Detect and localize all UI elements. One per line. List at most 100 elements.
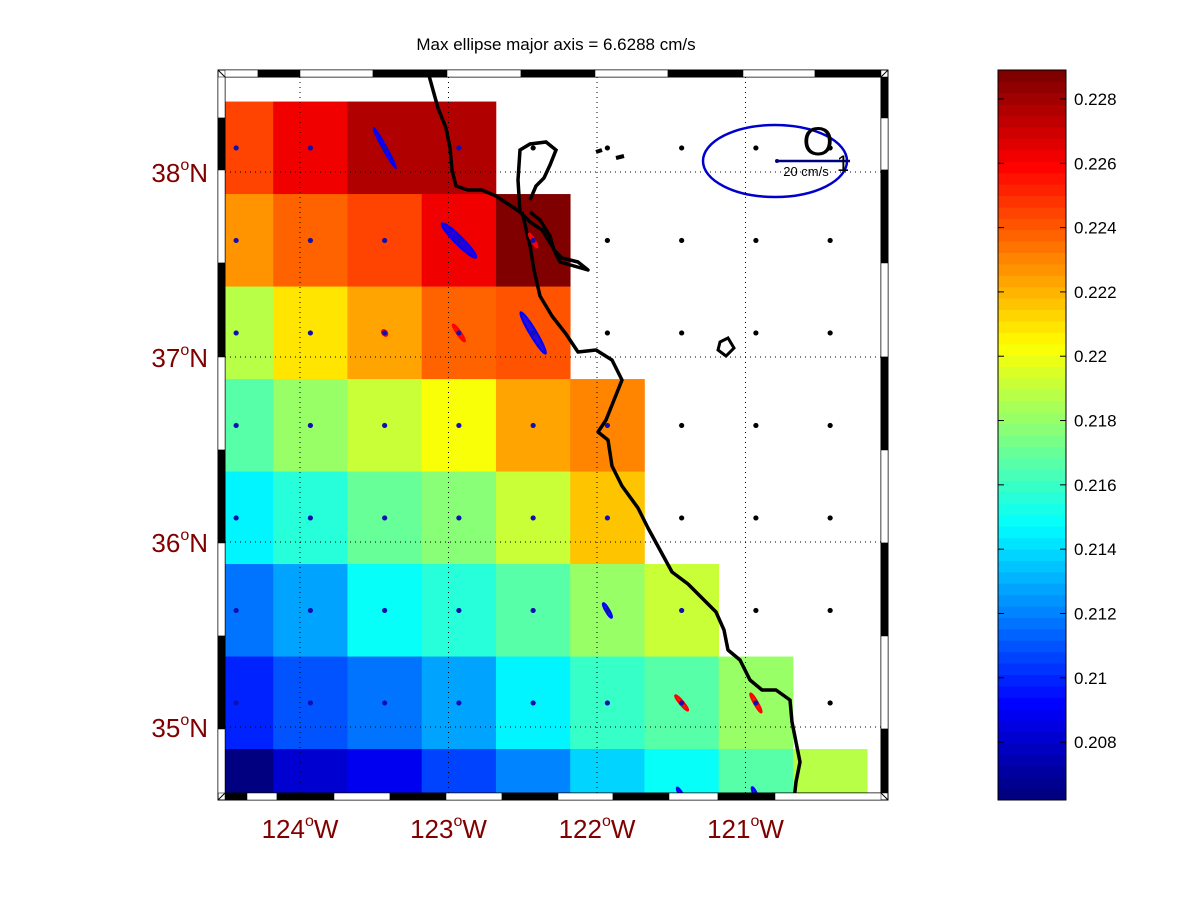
grid-point xyxy=(753,330,759,336)
coastline-path xyxy=(427,77,802,793)
colorbar-tick-label: 0.212 xyxy=(1074,604,1117,623)
grid-point xyxy=(382,700,388,706)
coastline xyxy=(427,77,802,793)
grid-point xyxy=(604,237,610,244)
grid-point xyxy=(530,330,536,336)
tick-number: 123 xyxy=(410,814,453,844)
heatmap-cell xyxy=(225,286,274,380)
colorbar-segment xyxy=(998,754,1066,767)
grid-point xyxy=(679,237,685,244)
colorbar-segment xyxy=(998,480,1066,493)
colorbar-segment xyxy=(998,172,1066,185)
grid-point xyxy=(382,330,388,336)
colorbar-tick-label: 0.22 xyxy=(1074,347,1107,366)
frame-segment xyxy=(246,792,278,801)
grid-point xyxy=(827,330,833,336)
frame-segment xyxy=(742,69,816,78)
colorbar-segment xyxy=(998,115,1066,128)
grid-point xyxy=(307,607,313,614)
map-axes: 20 cm/s O 1 xyxy=(217,69,889,801)
heatmap-cell xyxy=(273,749,348,793)
hemisphere-letter: W xyxy=(462,814,487,844)
map-frame xyxy=(217,69,889,801)
grid-point xyxy=(679,515,685,521)
degree-symbol: o xyxy=(305,813,314,830)
frame-segment xyxy=(217,169,226,264)
frame-segment xyxy=(880,117,889,171)
colorbar-segment xyxy=(998,571,1066,584)
colorbar-segment xyxy=(998,206,1066,219)
grid-point xyxy=(753,237,759,244)
hemisphere-letter: N xyxy=(189,528,208,558)
x-tick-label: 123oW xyxy=(410,813,487,844)
colorbar-segment xyxy=(998,184,1066,196)
grid-point xyxy=(827,700,833,706)
frame-corner xyxy=(217,69,226,78)
heatmap-cell xyxy=(225,564,274,658)
colorbar-segment xyxy=(998,435,1066,447)
island-outline xyxy=(716,336,736,358)
frame-corner xyxy=(217,792,226,801)
colorbar-segment xyxy=(998,788,1066,801)
frame-segment xyxy=(667,69,744,78)
colorbar-segment xyxy=(998,138,1066,151)
heatmap-cell xyxy=(570,749,645,793)
colorbar-segment xyxy=(998,606,1066,618)
grid-point xyxy=(456,237,462,244)
colorbar-segment xyxy=(998,377,1066,390)
heatmap-cell xyxy=(225,656,274,750)
colorbar-segment xyxy=(998,127,1066,139)
colorbar-segment xyxy=(998,423,1066,436)
bay-outline xyxy=(516,140,559,213)
grid-point xyxy=(604,422,610,429)
frame-segment xyxy=(880,262,889,358)
x-tick-labels: 124oW 123oW 122oW 121oW xyxy=(262,813,785,844)
tick-number: 122 xyxy=(559,814,602,844)
frame-segment xyxy=(217,262,226,358)
frame-segment xyxy=(257,69,301,78)
colorbar-segment xyxy=(998,70,1066,82)
heatmap-cell xyxy=(347,749,423,793)
grid-point xyxy=(827,237,833,244)
grid-point xyxy=(456,422,462,429)
frame-segment xyxy=(389,792,447,801)
colorbar-segment xyxy=(998,275,1066,288)
colorbar-segment xyxy=(998,777,1066,790)
grid-point xyxy=(604,515,610,521)
grid-point xyxy=(307,237,313,244)
grid-point xyxy=(307,700,313,706)
grid-point xyxy=(753,607,759,614)
grid-point xyxy=(382,237,388,244)
degree-symbol: o xyxy=(750,813,759,830)
colorbar-border xyxy=(997,69,1067,801)
grid-point xyxy=(456,700,462,706)
frame-segment xyxy=(224,792,248,801)
grid-point xyxy=(827,145,833,151)
colorbar-segment xyxy=(998,412,1066,425)
hemisphere-letter: W xyxy=(759,814,784,844)
grid-point xyxy=(679,422,685,429)
grid-point xyxy=(530,515,536,521)
colorbar-segment xyxy=(998,697,1066,710)
frame-segment xyxy=(717,792,776,801)
colorbar-segment xyxy=(998,651,1066,664)
grid-point xyxy=(753,515,759,521)
frame-segment xyxy=(814,69,882,78)
reference-glyph-one: 1 xyxy=(837,151,849,176)
grid-point xyxy=(827,422,833,429)
frame-segment xyxy=(276,792,335,801)
colorbar-segment xyxy=(998,503,1066,516)
y-tick-label: 37oN xyxy=(151,342,208,373)
grid-point xyxy=(679,330,685,336)
heatmap-cell xyxy=(225,471,274,565)
grid-point xyxy=(307,422,313,429)
islets xyxy=(595,148,625,160)
grid-point xyxy=(604,700,610,706)
frame-segment xyxy=(668,792,719,801)
heatmap-cell xyxy=(421,749,497,793)
frame-segment xyxy=(217,728,226,794)
colorbar-segment xyxy=(998,104,1066,117)
reference-glyph-o: O xyxy=(802,120,833,164)
colorbar-tick-label: 0.226 xyxy=(1074,154,1117,173)
grid-point xyxy=(382,515,388,521)
